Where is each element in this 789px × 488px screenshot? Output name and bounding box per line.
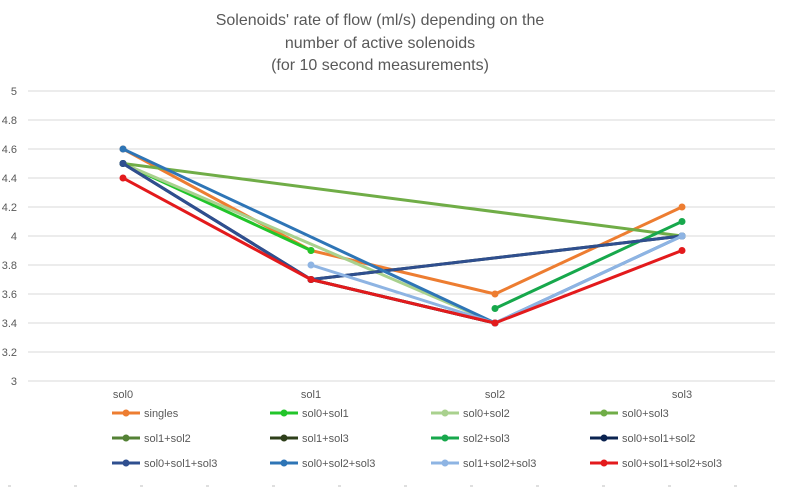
data-point-sol0+sol1+sol2+sol3-sol1 <box>307 276 315 283</box>
legend-label: sol1+sol3 <box>302 433 349 445</box>
legend-swatch-marker <box>280 459 288 467</box>
legend-swatch-marker <box>441 409 449 417</box>
data-point-sol1+sol2+sol3-sol1 <box>307 261 315 269</box>
legend-swatch-marker <box>441 434 449 442</box>
legend-label: singles <box>144 408 179 420</box>
y-axis-tick-labels: 3 3.2 3.4 3.6 3.8 4 4.2 4.4 4.6 4.8 5 <box>2 86 17 388</box>
series-line <box>121 162 497 325</box>
legend-swatch-marker <box>280 434 288 442</box>
legend-label: sol1+sol2 <box>144 433 191 445</box>
data-point-sol0+sol1-sol1 <box>307 247 315 254</box>
data-point-sol2+sol3-sol3 <box>678 218 686 225</box>
y-tick-label: 4 <box>11 231 17 243</box>
series-lines <box>119 145 686 327</box>
y-tick-label: 3.6 <box>2 289 17 301</box>
legend-item-sol1+sol2+sol3: sol1+sol2+sol3 <box>431 458 536 470</box>
legend-swatch-marker <box>122 434 130 442</box>
legend-swatch-marker <box>600 459 608 467</box>
series-line <box>121 147 684 296</box>
legend-item-sol0+sol2+sol3: sol0+sol2+sol3 <box>270 458 375 470</box>
y-tick-label: 3.8 <box>2 260 17 272</box>
y-tick-label: 5 <box>11 86 17 98</box>
legend-item-sol2+sol3: sol2+sol3 <box>431 433 510 445</box>
x-axis-tick-labels: sol0 sol1 sol2 sol3 <box>113 389 692 401</box>
y-tick-label: 4.2 <box>2 202 17 214</box>
data-point-sol0+sol2+sol3-sol0 <box>119 145 127 153</box>
data-point-sol1+sol2+sol3-sol3 <box>678 232 686 240</box>
legend-label: sol0+sol1 <box>302 408 349 420</box>
series-sol0+sol2 <box>119 160 499 327</box>
x-tick-label-sol0: sol0 <box>113 389 133 401</box>
legend-label: sol0+sol1+sol2+sol3 <box>622 458 722 470</box>
legend-swatch-marker <box>280 409 288 417</box>
y-tick-label: 4.6 <box>2 144 17 156</box>
data-point-sol0+sol1+sol3-sol0 <box>119 160 127 167</box>
legend-swatch-marker <box>600 434 608 442</box>
data-point-singles-sol3 <box>678 203 686 211</box>
legend-label: sol0+sol1+sol2 <box>622 433 695 445</box>
legend-item-sol0+sol3: sol0+sol3 <box>590 408 669 420</box>
legend-label: sol2+sol3 <box>463 433 510 445</box>
legend-label: sol1+sol2+sol3 <box>463 458 536 470</box>
series-line <box>493 220 684 310</box>
legend-label: sol0+sol1+sol3 <box>144 458 217 470</box>
y-tick-label: 4.8 <box>2 115 17 127</box>
chart-title-line-3: (for 10 second measurements) <box>271 57 489 74</box>
legend-swatch-marker <box>122 409 130 417</box>
chart-title-line-2: number of active solenoids <box>285 35 475 52</box>
data-point-sol0+sol1+sol2+sol3-sol3 <box>678 247 686 254</box>
data-point-sol0+sol1+sol2+sol3-sol0 <box>119 174 127 182</box>
data-point-sol2+sol3-sol2 <box>491 305 499 312</box>
data-point-singles-sol2 <box>491 290 499 298</box>
legend-label: sol0+sol2+sol3 <box>302 458 375 470</box>
series-sol0+sol1+sol2+sol3 <box>119 174 686 327</box>
legend-swatch-marker <box>441 459 449 467</box>
chart-title-line-1: Solenoids' rate of flow (ml/s) depending… <box>216 12 545 29</box>
y-tick-label: 4.4 <box>2 173 17 185</box>
x-tick-label-sol3: sol3 <box>672 389 692 401</box>
x-tick-label-sol2: sol2 <box>485 389 505 401</box>
legend-item-sol0+sol1+sol2: sol0+sol1+sol2 <box>590 433 695 445</box>
legend-swatch-marker <box>600 409 608 417</box>
y-tick-label: 3 <box>11 376 17 388</box>
legend-item-singles: singles <box>112 408 179 420</box>
y-tick-label: 3.4 <box>2 318 17 330</box>
chart-title: Solenoids' rate of flow (ml/s) depending… <box>216 12 545 74</box>
legend-item-sol1+sol3: sol1+sol3 <box>270 433 349 445</box>
gridlines <box>28 90 775 382</box>
y-tick-label: 3.2 <box>2 347 17 359</box>
series-sol2+sol3 <box>491 218 686 312</box>
legend-swatch-marker <box>122 459 130 467</box>
data-point-sol0+sol1+sol2+sol3-sol2 <box>491 319 499 327</box>
legend-item-sol0+sol1+sol2+sol3: sol0+sol1+sol2+sol3 <box>590 458 722 470</box>
series-line <box>121 162 684 238</box>
legend-label: sol0+sol3 <box>622 408 669 420</box>
legend-item-sol0+sol2: sol0+sol2 <box>431 408 510 420</box>
legend-label: sol0+sol2 <box>463 408 510 420</box>
legend: singles sol0+sol1 sol0+sol2 sol0+sol3 sol1+s… <box>112 408 722 470</box>
x-tick-label-sol1: sol1 <box>301 389 321 401</box>
series-line <box>121 176 684 325</box>
legend-item-sol0+sol1+sol3: sol0+sol1+sol3 <box>112 458 217 470</box>
legend-item-sol0+sol1: sol0+sol1 <box>270 408 349 420</box>
legend-item-sol1+sol2: sol1+sol2 <box>112 433 191 445</box>
